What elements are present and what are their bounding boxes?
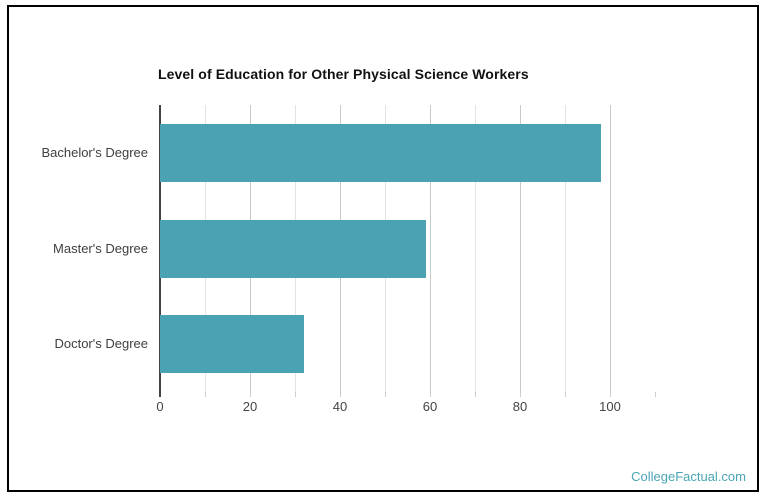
gridline-80 — [519, 105, 521, 392]
bar-doctor-s-degree[interactable] — [160, 315, 304, 374]
axis-tick-90 — [564, 392, 566, 397]
category-label: Doctor's Degree — [54, 336, 148, 352]
axis-tick-50 — [384, 392, 386, 397]
category-label: Bachelor's Degree — [41, 144, 148, 160]
gridline-70 — [474, 105, 476, 392]
category-label: Master's Degree — [53, 240, 148, 256]
bar-bachelor-s-degree[interactable] — [160, 123, 601, 182]
axis-tick-60 — [429, 392, 431, 397]
plot-area — [159, 105, 656, 397]
axis-tick-10 — [204, 392, 206, 397]
gridline-90 — [564, 105, 566, 392]
x-tick-label-0: 0 — [156, 399, 164, 414]
bar-master-s-degree[interactable] — [160, 219, 426, 278]
x-tick-label-60: 60 — [422, 399, 438, 414]
x-tick-label-40: 40 — [332, 399, 348, 414]
axis-tick-20 — [249, 392, 251, 397]
axis-tick-80 — [519, 392, 521, 397]
axis-tick-30 — [294, 392, 296, 397]
gridline-100 — [609, 105, 611, 392]
gridline-60 — [429, 105, 431, 392]
axis-tick-110 — [654, 392, 656, 397]
chart-title: Level of Education for Other Physical Sc… — [158, 66, 529, 82]
axis-tick-70 — [474, 392, 476, 397]
axis-tick-100 — [609, 392, 611, 397]
x-tick-label-80: 80 — [512, 399, 528, 414]
watermark-collegefactual-link[interactable]: CollegeFactual.com — [631, 469, 746, 484]
axis-tick-40 — [339, 392, 341, 397]
x-tick-label-20: 20 — [242, 399, 258, 414]
x-tick-label-100: 100 — [599, 399, 621, 414]
